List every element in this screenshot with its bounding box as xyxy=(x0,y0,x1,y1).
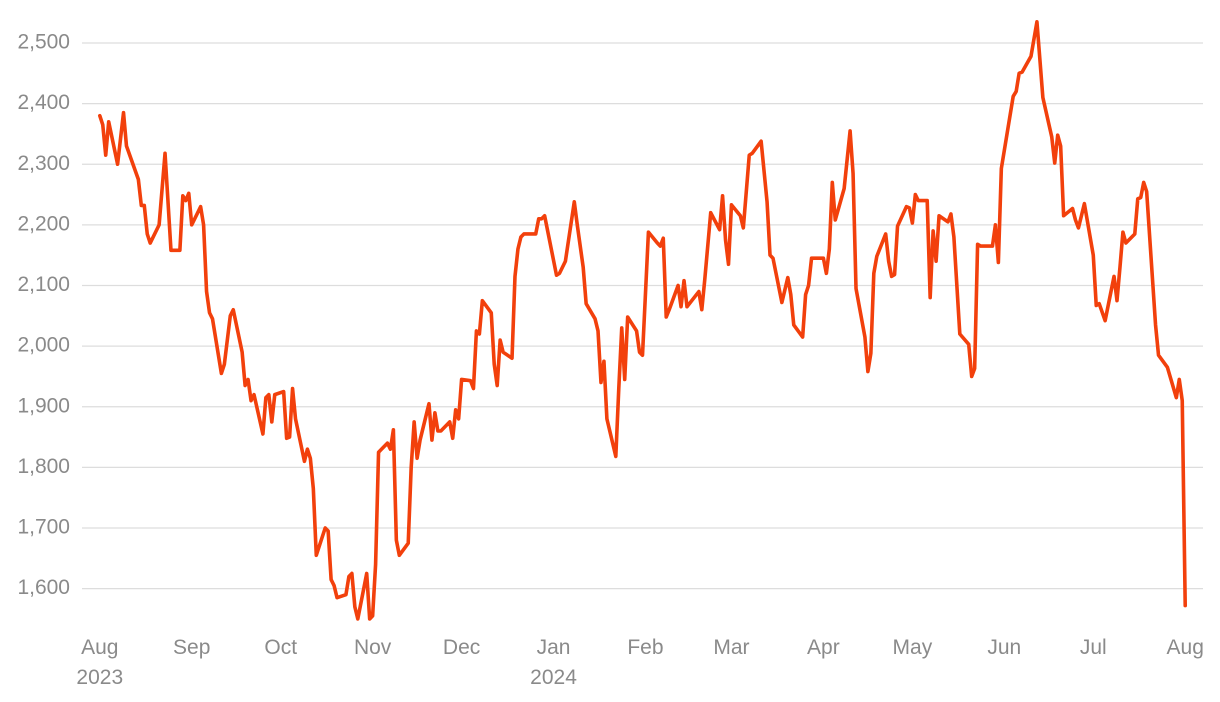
y-tick-label: 2,300 xyxy=(17,152,70,175)
x-tick-label: Jan 2024 xyxy=(530,636,577,689)
y-tick-label: 1,700 xyxy=(17,516,70,539)
x-tick-label: May xyxy=(893,636,933,659)
y-tick-label: 2,500 xyxy=(17,31,70,54)
x-tick-label: Nov xyxy=(354,636,392,659)
price-line xyxy=(97,19,1188,621)
y-tick-label: 2,000 xyxy=(17,334,70,357)
y-tick-label: 1,900 xyxy=(17,394,70,417)
y-tick-label: 2,200 xyxy=(17,212,70,235)
x-tick-label: Feb xyxy=(627,636,663,659)
y-tick-label: 2,100 xyxy=(17,273,70,296)
x-tick-label: Sep xyxy=(173,636,210,659)
x-tick-label: Mar xyxy=(713,636,749,659)
y-tick-label: 1,600 xyxy=(17,576,70,599)
x-tick-label: Jun xyxy=(987,636,1021,659)
x-tick-label: Apr xyxy=(807,636,840,659)
x-tick-label: Oct xyxy=(264,636,297,659)
x-tick-label: Aug 2023 xyxy=(76,636,123,689)
x-tick-label: Jul xyxy=(1080,636,1107,659)
x-tick-label: Aug xyxy=(1167,636,1204,659)
y-tick-label: 2,400 xyxy=(17,91,70,114)
x-tick-label: Dec xyxy=(443,636,480,659)
y-tick-label: 1,800 xyxy=(17,455,70,478)
